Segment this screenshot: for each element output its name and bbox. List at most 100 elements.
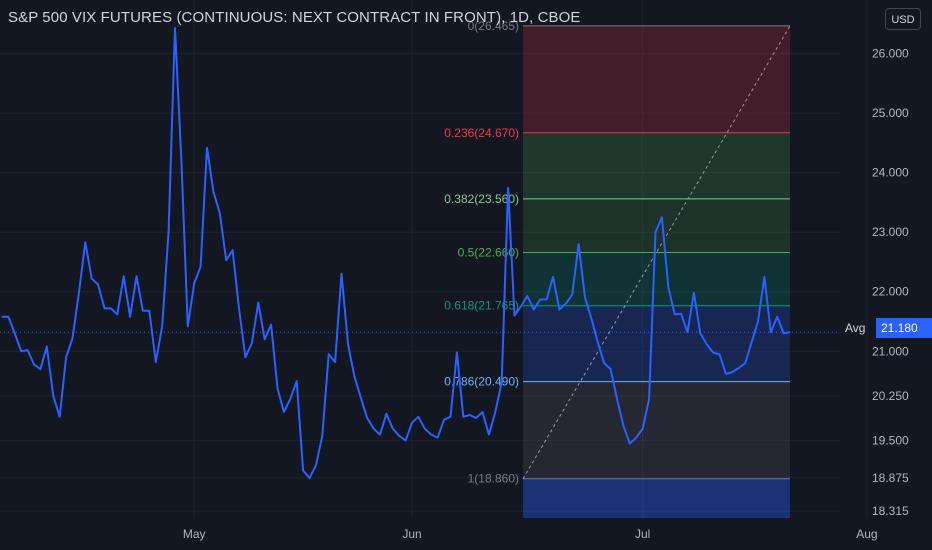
data-point [33,363,35,365]
data-point [212,191,215,193]
data-point [7,316,10,318]
data-point [244,356,247,358]
data-point [558,309,560,311]
data-point [443,419,445,421]
data-point [718,353,721,355]
x-tick-label: Jul [635,527,650,541]
data-point [392,428,394,430]
data-point [366,417,368,419]
data-point [507,186,509,189]
price-badge [876,318,932,338]
data-point [193,282,195,285]
data-point [571,294,573,296]
data-point [494,411,496,413]
fib-level-label: 0.5(22.660) [458,245,519,259]
data-point [539,298,541,301]
data-point [526,295,528,297]
x-tick-label: May [183,527,206,541]
time-axis[interactable]: MayJunJulAugSep [183,527,932,541]
data-point [706,343,708,345]
fib-zone [523,132,790,199]
data-point [577,243,580,245]
fibonacci-retracement[interactable]: 0(26.465) 0.236(24.670) 0.382(23.560) 0.5(2… [444,19,791,518]
data-point [738,367,740,369]
data-point [622,425,625,427]
data-point [116,313,118,315]
data-point [398,435,400,437]
y-tick-label: 18.315 [872,504,909,518]
data-point [97,284,99,286]
y-tick-label: 19.500 [872,434,909,448]
x-tick-label: Jun [402,527,421,541]
data-point [417,416,420,418]
y-tick-label: 18.875 [872,471,909,485]
data-point [379,434,381,436]
data-point [629,442,631,445]
data-point [71,337,74,339]
y-tick-label: 20.250 [872,389,909,403]
data-point [219,212,221,214]
data-point [334,361,336,363]
currency-button[interactable]: USD [885,8,921,30]
data-point [78,292,80,294]
data-point [296,380,298,382]
data-point [200,266,202,268]
data-point [129,316,131,318]
y-tick-label: 24.000 [872,166,909,180]
y-tick-label: 26.000 [872,47,909,61]
data-point [475,417,477,419]
data-point [46,345,48,348]
data-point [251,342,253,344]
data-point [520,306,522,308]
data-point [616,398,618,400]
fib-trend-line [522,25,791,479]
data-point [180,160,182,162]
data-point [385,413,387,415]
fib-level-label: 0.382(23.560) [444,192,519,206]
data-point [680,313,682,315]
data-point [232,249,234,251]
x-tick-label: Aug [856,527,877,541]
data-point [674,313,676,315]
data-point [545,298,548,301]
data-point [565,303,567,305]
data-point [328,353,330,355]
y-tick-label: 21.000 [872,344,909,358]
price-axis[interactable]: 26.000 25.000 24.000 23.000 22.000 21.000 20.2… [872,47,909,519]
data-point [693,292,695,294]
fib-level-label: 0.618(21.765) [444,299,519,313]
data-point [167,230,170,232]
data-point [699,332,701,335]
data-point [731,371,733,373]
price-badge-value: 21.180 [881,321,918,335]
data-point [142,310,144,312]
data-point [353,375,355,377]
data-point [283,411,285,413]
data-point [610,368,612,370]
data-point [744,362,746,364]
data-point [552,276,554,278]
data-point [513,314,516,317]
data-point [161,325,163,327]
last-price-label: Avg 21.180 [845,318,932,338]
data-point [405,439,407,442]
data-point [65,356,67,358]
data-point [302,469,304,471]
data-point [20,350,22,352]
data-point [347,343,349,345]
data-point [270,323,272,326]
data-point [276,387,279,389]
data-point [84,241,86,243]
data-point [91,278,93,280]
data-point [661,216,663,218]
fib-zone [523,381,790,479]
data-point [225,259,227,261]
data-point [603,362,605,364]
data-point [590,317,592,320]
data-point [776,316,778,318]
data-point [469,414,471,416]
grid [0,0,868,518]
data-point [110,307,112,310]
data-point [39,368,42,370]
